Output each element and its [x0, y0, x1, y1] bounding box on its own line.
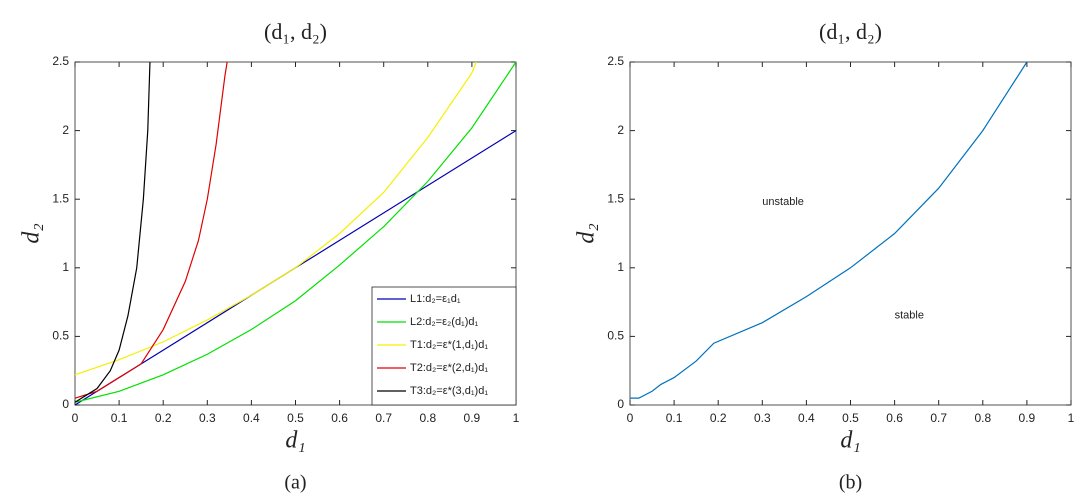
series-line	[630, 61, 1028, 399]
annotation: stable	[895, 310, 924, 322]
x-tick-label: 1	[1068, 411, 1075, 425]
y-tick-label: 1.5	[607, 191, 624, 205]
x-tick-label: 0.8	[419, 411, 436, 425]
x-tick-label: 0.9	[1019, 411, 1036, 425]
legend-label: T1:d₂=ε*(1,d₁)d₁	[410, 339, 488, 351]
x-tick-label: 0.6	[331, 411, 348, 425]
legend-label: L1:d₂=ε₁d₁	[410, 293, 461, 305]
x-tick-label: 0.6	[886, 411, 903, 425]
x-axis-label: d₁	[840, 428, 860, 454]
y-tick-label: 0.5	[52, 329, 69, 343]
x-tick-label: 0.8	[974, 411, 991, 425]
y-tick-label: 1	[617, 260, 624, 274]
y-tick-label: 1.5	[52, 191, 69, 205]
series-line	[74, 61, 151, 403]
series-line	[74, 61, 517, 403]
x-tick-label: 0.1	[666, 411, 683, 425]
y-tick-label: 1	[62, 260, 69, 274]
legend-label: T2:d₂=ε*(2,d₁)d₁	[410, 362, 488, 374]
legend: L1:d₂=ε₁d₁ L2:d₂=ε₂(d₁)d₁ T1:d₂=ε*(1,d₁)d₁…	[371, 286, 517, 406]
y-tick-label: 2.5	[52, 54, 69, 68]
legend-box	[371, 286, 517, 406]
x-axis-label: d₁	[285, 428, 305, 454]
x-tick-label: 0.5	[842, 411, 859, 425]
x-tick-label: 1	[513, 411, 520, 425]
x-tick-label: 0.2	[710, 411, 727, 425]
legend-label: T3:d₂=ε*(3,d₁)d₁	[410, 385, 488, 397]
x-tick-label: 0.9	[464, 411, 481, 425]
y-tick-label: 2	[617, 123, 624, 137]
series-line	[74, 61, 228, 399]
chart-title: (d₁, d₂)	[264, 19, 327, 44]
annotation: unstable	[762, 196, 804, 208]
chart-title: (d₁, d₂)	[819, 19, 882, 44]
y-tick-label: 2	[62, 123, 69, 137]
y-tick-label: 0	[617, 397, 624, 411]
x-tick-label: 0.7	[375, 411, 392, 425]
caption: (a)	[284, 472, 306, 494]
x-tick-label: 0	[72, 411, 79, 425]
y-axis-label: d₂	[574, 223, 600, 243]
y-tick-label: 0.5	[607, 329, 624, 343]
x-tick-label: 0	[627, 411, 634, 425]
x-tick-label: 0.4	[243, 411, 260, 425]
plot-area	[629, 61, 1072, 406]
x-tick-label: 0.2	[155, 411, 172, 425]
x-tick-label: 0.3	[199, 411, 216, 425]
x-tick-label: 0.4	[798, 411, 815, 425]
y-axis-label: d₂	[19, 223, 45, 243]
caption: (b)	[839, 472, 862, 494]
x-tick-label: 0.5	[287, 411, 304, 425]
y-tick-label: 2.5	[607, 54, 624, 68]
y-tick-label: 0	[62, 397, 69, 411]
series-line	[74, 61, 477, 376]
x-tick-label: 0.7	[930, 411, 947, 425]
x-tick-label: 0.3	[754, 411, 771, 425]
x-tick-label: 0.1	[111, 411, 128, 425]
legend-label: L2:d₂=ε₂(d₁)d₁	[410, 316, 479, 328]
